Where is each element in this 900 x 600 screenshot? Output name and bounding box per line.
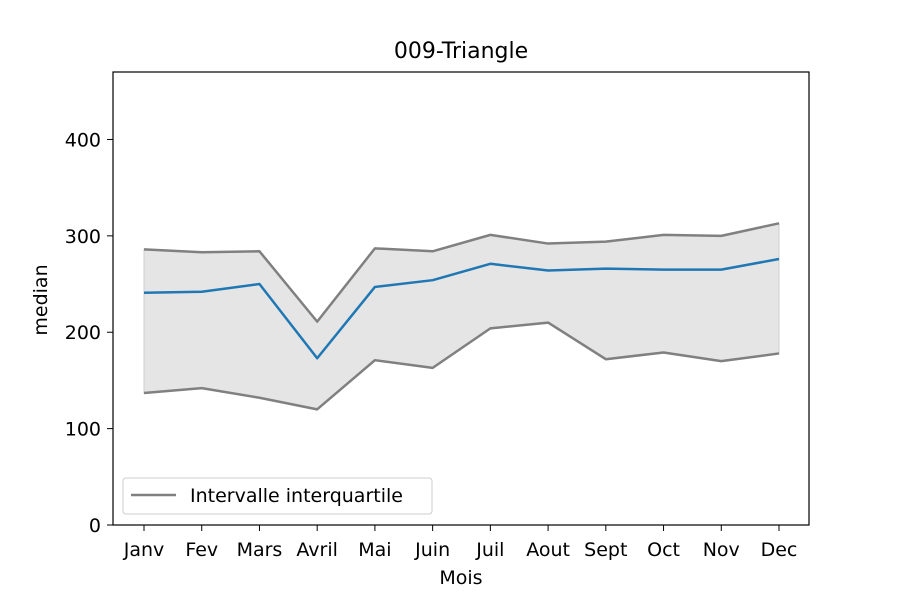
y-tick-label: 400: [65, 129, 101, 151]
x-tick-label: Juil: [475, 539, 504, 561]
x-tick-label: Aout: [526, 539, 570, 561]
y-axis: 0 100 200 300 400: [65, 129, 113, 537]
x-tick-label: Mars: [237, 539, 283, 561]
y-axis-label: median: [30, 264, 52, 335]
x-axis: Janv Fev Mars Avril Mai Juin Juil Aout Sept Oct No…: [123, 525, 798, 561]
series-line-lower-quartile: [143, 321, 780, 411]
x-tick-label: Janv: [123, 539, 165, 561]
x-tick-label: Nov: [703, 539, 740, 561]
series-line-median: [143, 257, 780, 360]
y-tick-label: 300: [65, 226, 101, 248]
legend: Intervalle interquartile: [122, 477, 433, 515]
x-axis-label: Mois: [439, 567, 482, 589]
x-tick-label: Mai: [358, 539, 391, 561]
legend-box: [122, 477, 433, 515]
y-tick-label: 100: [65, 419, 101, 441]
legend-label: Intervalle interquartile: [190, 485, 403, 507]
x-tick-label: Sept: [584, 539, 627, 561]
x-tick-label: Oct: [647, 539, 680, 561]
plot-area: [143, 222, 780, 411]
x-tick-label: Avril: [296, 539, 338, 561]
x-tick-label: Dec: [761, 539, 798, 561]
series-line-upper-quartile: [143, 222, 780, 323]
plot-frame: [112, 71, 810, 526]
x-tick-label: Juin: [414, 539, 450, 561]
y-tick-label: 200: [65, 322, 101, 344]
y-tick-label: 0: [89, 515, 101, 537]
x-tick-label: Fev: [185, 539, 218, 561]
chart-title: 009-Triangle: [394, 39, 528, 64]
